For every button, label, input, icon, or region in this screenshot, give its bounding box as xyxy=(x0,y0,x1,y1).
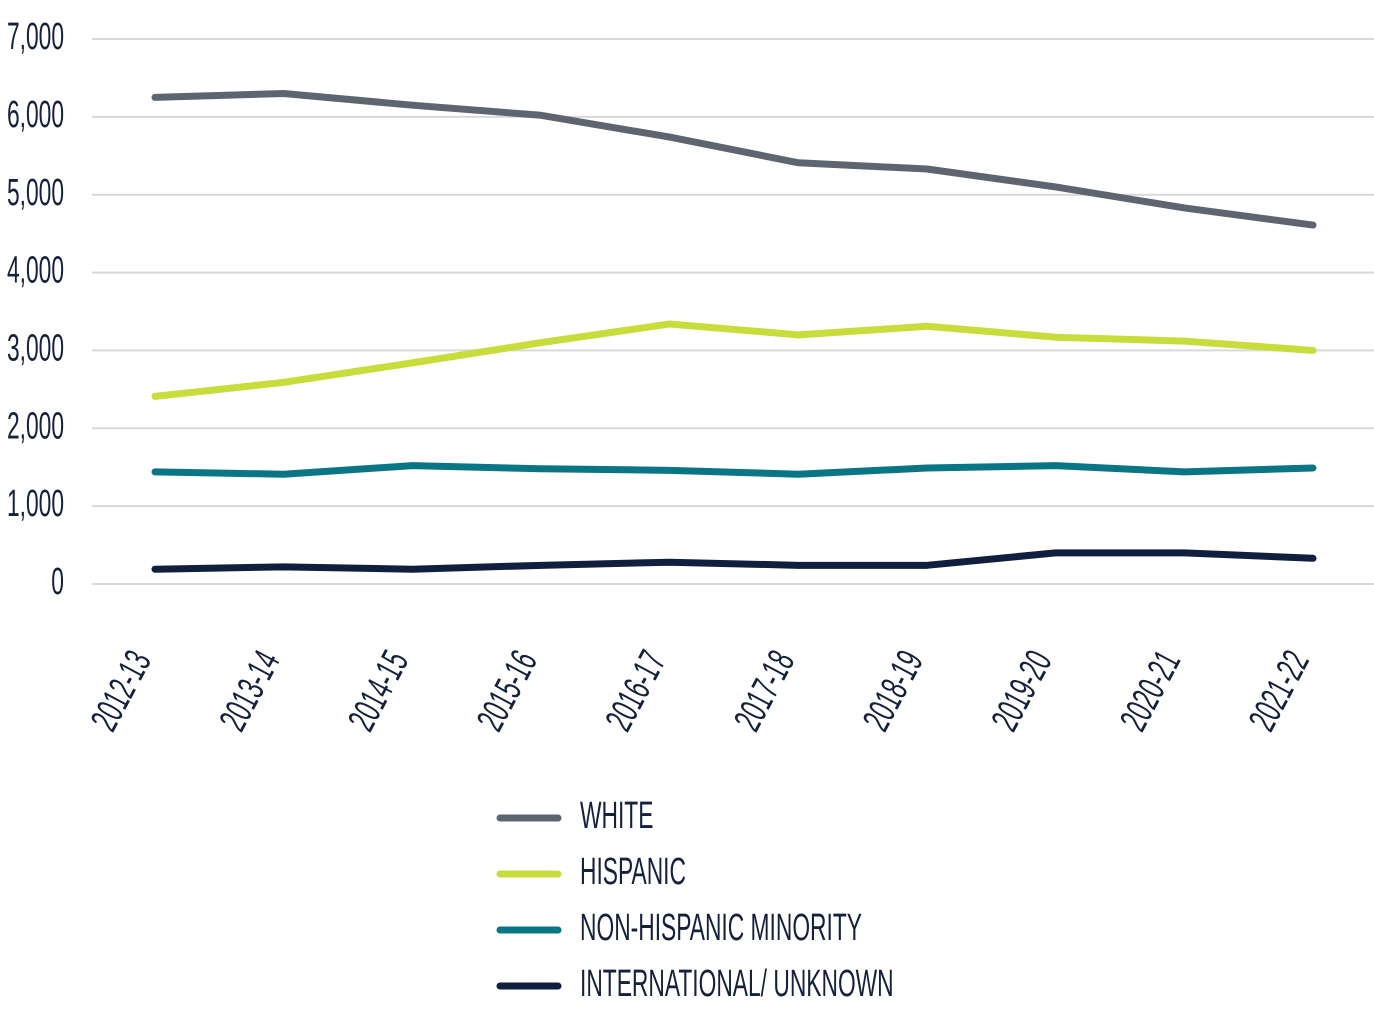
data-line xyxy=(151,320,1317,400)
x-tick-label: 2019-20 xyxy=(983,644,1060,738)
x-tick-label: 2021-22 xyxy=(1241,644,1318,738)
data-line xyxy=(151,90,1317,229)
legend-label: HISPANIC xyxy=(580,850,686,892)
data-line xyxy=(151,549,1317,573)
y-tick-label: 1,000 xyxy=(7,482,64,524)
x-tick-label: 2016-17 xyxy=(597,644,674,738)
y-tick-label: 2,000 xyxy=(7,404,64,446)
x-tick-label: 2012-13 xyxy=(83,644,160,738)
y-tick-label: 4,000 xyxy=(7,249,64,291)
x-tick-label: 2020-21 xyxy=(1112,644,1189,738)
x-tick-label: 2018-19 xyxy=(855,644,932,738)
x-tick-label: 2014-15 xyxy=(340,644,417,738)
y-tick-label: 6,000 xyxy=(7,93,64,135)
y-tick-label: 5,000 xyxy=(7,171,64,213)
y-tick-label: 7,000 xyxy=(7,15,64,57)
legend-label: WHITE xyxy=(580,794,653,836)
legend-label: INTERNATIONAL/ UNKNOWN xyxy=(580,962,894,1004)
y-tick-label: 0 xyxy=(51,560,64,602)
data-line xyxy=(151,462,1317,478)
x-tick-label: 2013-14 xyxy=(211,644,288,738)
x-tick-label: 2015-16 xyxy=(469,644,546,738)
legend-label: NON-HISPANIC MINORITY xyxy=(580,906,862,948)
y-tick-label: 3,000 xyxy=(7,327,64,369)
x-tick-label: 2017-18 xyxy=(726,644,803,738)
